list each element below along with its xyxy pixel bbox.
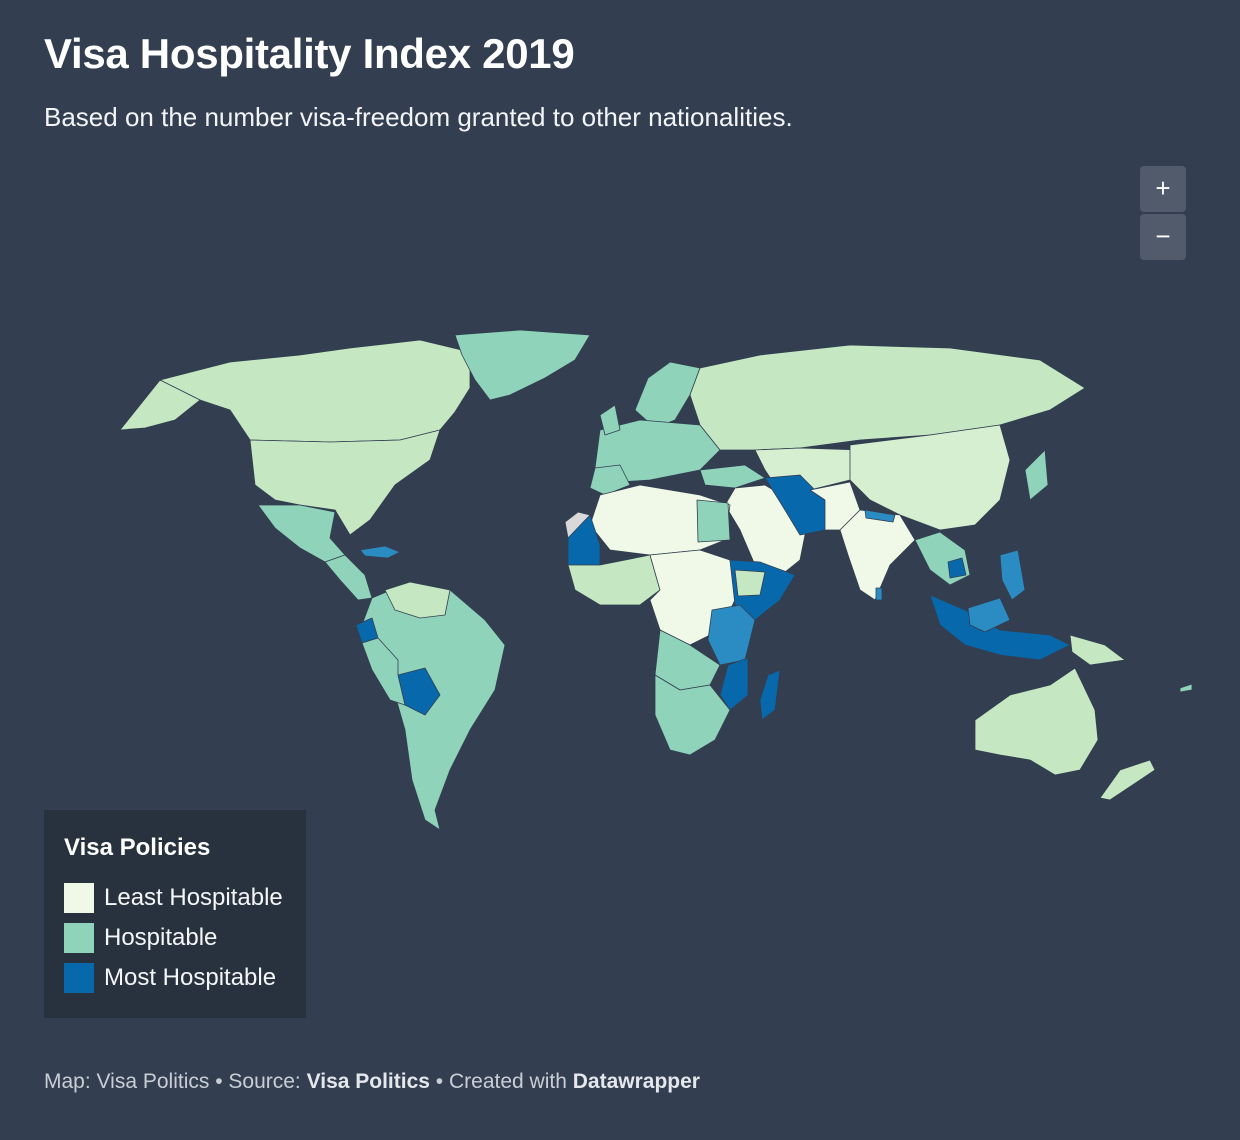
region-venezuela-guyanas[interactable] — [384, 581, 451, 619]
legend-item-most-hospitable: Most Hospitable — [64, 958, 286, 998]
map-subtitle: Based on the number visa-freedom granted… — [44, 102, 793, 132]
region-papua[interactable] — [1069, 634, 1126, 666]
region-mozambique[interactable] — [719, 657, 749, 711]
region-caribbean[interactable] — [359, 545, 401, 559]
region-ethiopia[interactable] — [734, 569, 766, 597]
footer-source-link[interactable]: Visa Politics — [306, 1070, 430, 1093]
region-india[interactable] — [839, 509, 916, 601]
region-west-africa[interactable] — [567, 554, 661, 606]
legend-title: Visa Policies — [64, 834, 211, 861]
legend-swatch-hospitable — [64, 923, 94, 953]
footer-map-name: Visa Politics — [96, 1070, 210, 1093]
footer-datawrapper-link[interactable]: Datawrapper — [572, 1070, 700, 1093]
region-mexico[interactable] — [257, 504, 346, 563]
region-egypt[interactable] — [696, 499, 731, 543]
world-map-svg[interactable] — [0, 300, 1240, 860]
footer-separator: • — [429, 1070, 449, 1093]
legend: Visa Policies Least Hospitable Hospitabl… — [44, 810, 306, 1018]
region-russia[interactable] — [689, 344, 1086, 451]
zoom-out-button[interactable]: − — [1140, 214, 1186, 260]
region-china[interactable] — [849, 424, 1011, 531]
region-canada[interactable] — [159, 339, 471, 443]
map-title: Visa Hospitality Index 2019 — [44, 30, 575, 77]
region-uk-ireland[interactable] — [599, 404, 621, 436]
legend-label-least-hospitable: Least Hospitable — [104, 884, 283, 911]
region-australia[interactable] — [974, 667, 1099, 776]
footer-separator: • — [209, 1070, 229, 1093]
legend-swatch-most-hospitable — [64, 963, 94, 993]
region-philippines[interactable] — [999, 549, 1026, 601]
zoom-controls: + − — [1140, 166, 1186, 262]
footer-created-prefix: Created with — [449, 1070, 573, 1093]
legend-item-least-hospitable: Least Hospitable — [64, 878, 286, 918]
region-new-zealand[interactable] — [1099, 759, 1156, 801]
region-turkey[interactable] — [699, 464, 766, 489]
region-borneo[interactable] — [967, 597, 1011, 633]
region-nepal[interactable] — [864, 509, 896, 523]
region-sri-lanka[interactable] — [875, 587, 883, 601]
region-central-america[interactable] — [324, 554, 373, 601]
region-peru[interactable] — [361, 637, 406, 706]
region-cambodia[interactable] — [947, 557, 967, 579]
legend-swatch-least-hospitable — [64, 883, 94, 913]
footer-map-prefix: Map: — [44, 1070, 97, 1093]
region-madagascar[interactable] — [759, 669, 781, 721]
region-iberia[interactable] — [589, 464, 631, 496]
legend-label-most-hospitable: Most Hospitable — [104, 964, 277, 991]
footer-source-prefix: Source: — [228, 1070, 307, 1093]
region-greenland[interactable] — [454, 329, 591, 401]
region-north-africa[interactable] — [589, 484, 731, 556]
zoom-in-button[interactable]: + — [1140, 166, 1186, 212]
region-japan-korea[interactable] — [1024, 449, 1049, 501]
region-alaska[interactable] — [119, 379, 201, 431]
region-usa[interactable] — [249, 429, 441, 536]
region-east-africa[interactable] — [707, 604, 756, 666]
region-south-america[interactable] — [359, 581, 506, 831]
region-southern-africa[interactable] — [654, 674, 731, 756]
region-western-sahara[interactable] — [564, 511, 591, 539]
world-map[interactable] — [0, 300, 1240, 860]
legend-item-hospitable: Hospitable — [64, 918, 286, 958]
footer-credits: Map: Visa Politics • Source: Visa Politi… — [44, 1070, 700, 1094]
legend-label-hospitable: Hospitable — [104, 924, 218, 951]
region-pacific-islands[interactable] — [1179, 683, 1193, 693]
